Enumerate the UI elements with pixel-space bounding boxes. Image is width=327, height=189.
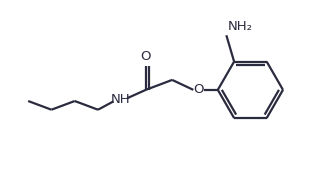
Text: NH: NH	[111, 93, 130, 106]
Text: O: O	[141, 50, 151, 63]
Text: O: O	[193, 83, 204, 96]
Text: NH₂: NH₂	[228, 20, 253, 33]
